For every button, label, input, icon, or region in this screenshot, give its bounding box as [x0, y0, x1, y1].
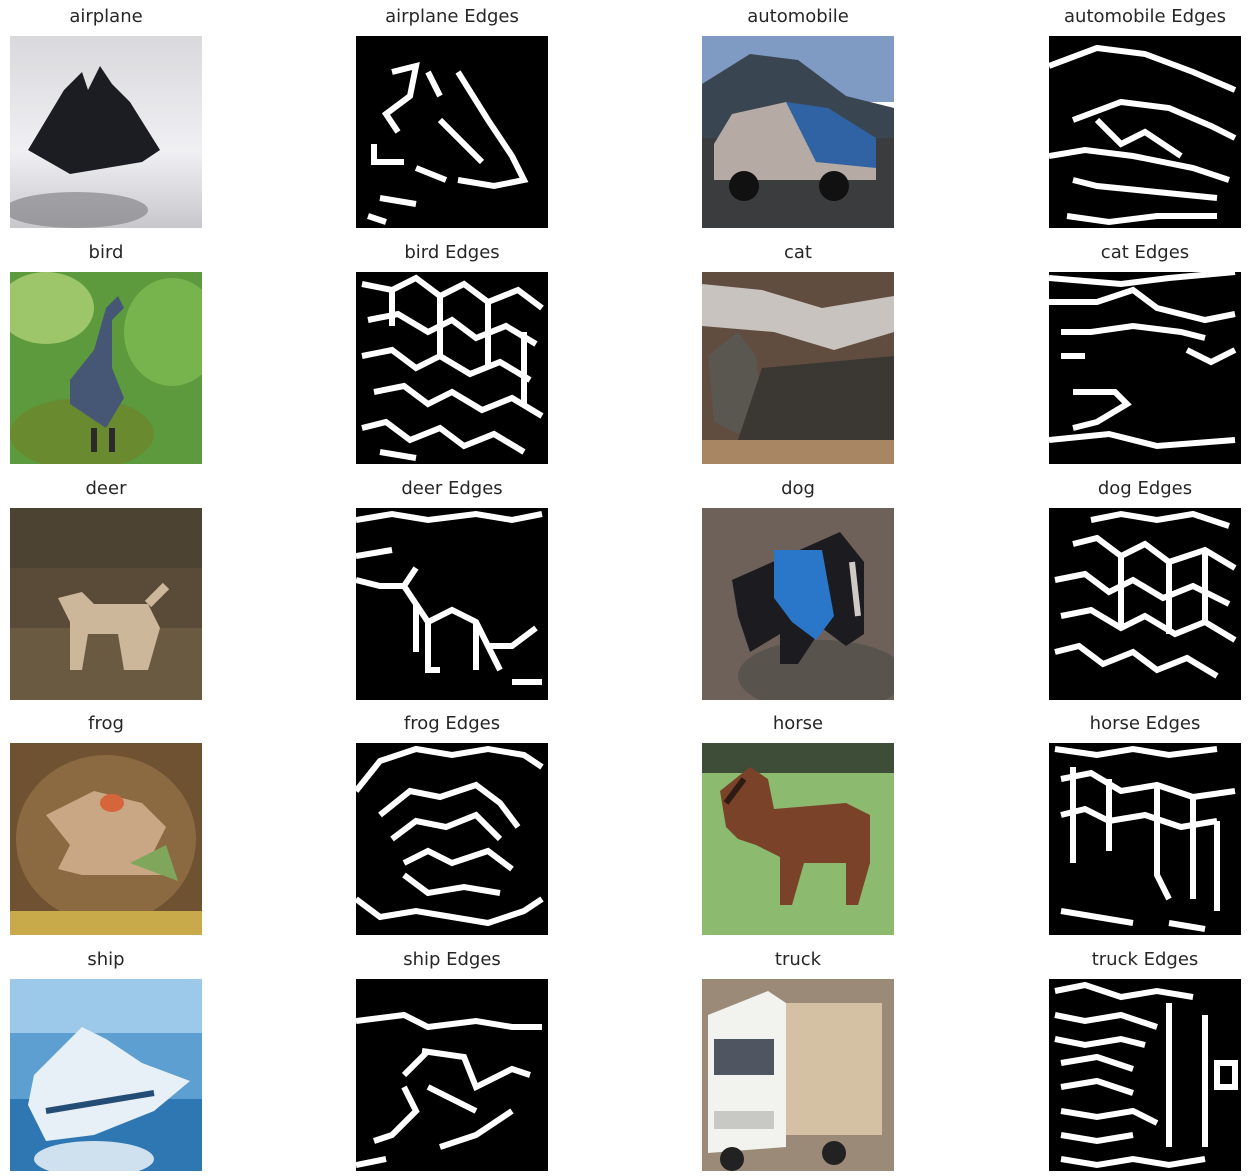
panel-title: bird Edges: [404, 242, 500, 263]
bird-edges-map: [356, 272, 548, 464]
panel-title: cat Edges: [1100, 242, 1190, 263]
cat-photo: [702, 272, 894, 464]
ship-edges-map: [356, 979, 548, 1171]
panel-title: horse: [772, 713, 824, 734]
horse-photo: [702, 743, 894, 935]
bird-photo: [10, 272, 202, 464]
automobile-photo: [702, 36, 894, 228]
panel-title: airplane: [69, 6, 143, 27]
automobile-edges-map: [1049, 36, 1241, 228]
panel-title: dog: [781, 478, 815, 499]
panel-title: truck: [774, 949, 822, 970]
panel-title: bird: [88, 242, 124, 263]
panel-title: dog Edges: [1097, 478, 1193, 499]
ship-photo: [10, 979, 202, 1171]
truck-photo: [702, 979, 894, 1171]
panel-title: airplane Edges: [385, 6, 519, 27]
cat-edges-map: [1049, 272, 1241, 464]
airplane-photo: [10, 36, 202, 228]
panel-title: deer: [85, 478, 127, 499]
dog-photo: [702, 508, 894, 700]
panel-title: ship Edges: [403, 949, 501, 970]
dog-edges-map: [1049, 508, 1241, 700]
deer-edges-map: [356, 508, 548, 700]
horse-edges-map: [1049, 743, 1241, 935]
frog-photo: [10, 743, 202, 935]
panel-title: frog Edges: [403, 713, 501, 734]
panel-title: automobile: [747, 6, 849, 27]
deer-photo: [10, 508, 202, 700]
panel-title: ship: [87, 949, 125, 970]
panel-title: truck Edges: [1091, 949, 1199, 970]
panel-title: automobile Edges: [1064, 6, 1226, 27]
panel-title: deer Edges: [401, 478, 503, 499]
panel-title: frog: [88, 713, 124, 734]
truck-edges-map: [1049, 979, 1241, 1171]
panel-title: cat: [784, 242, 812, 263]
frog-edges-map: [356, 743, 548, 935]
panel-title: horse Edges: [1089, 713, 1201, 734]
airplane-edges-map: [356, 36, 548, 228]
